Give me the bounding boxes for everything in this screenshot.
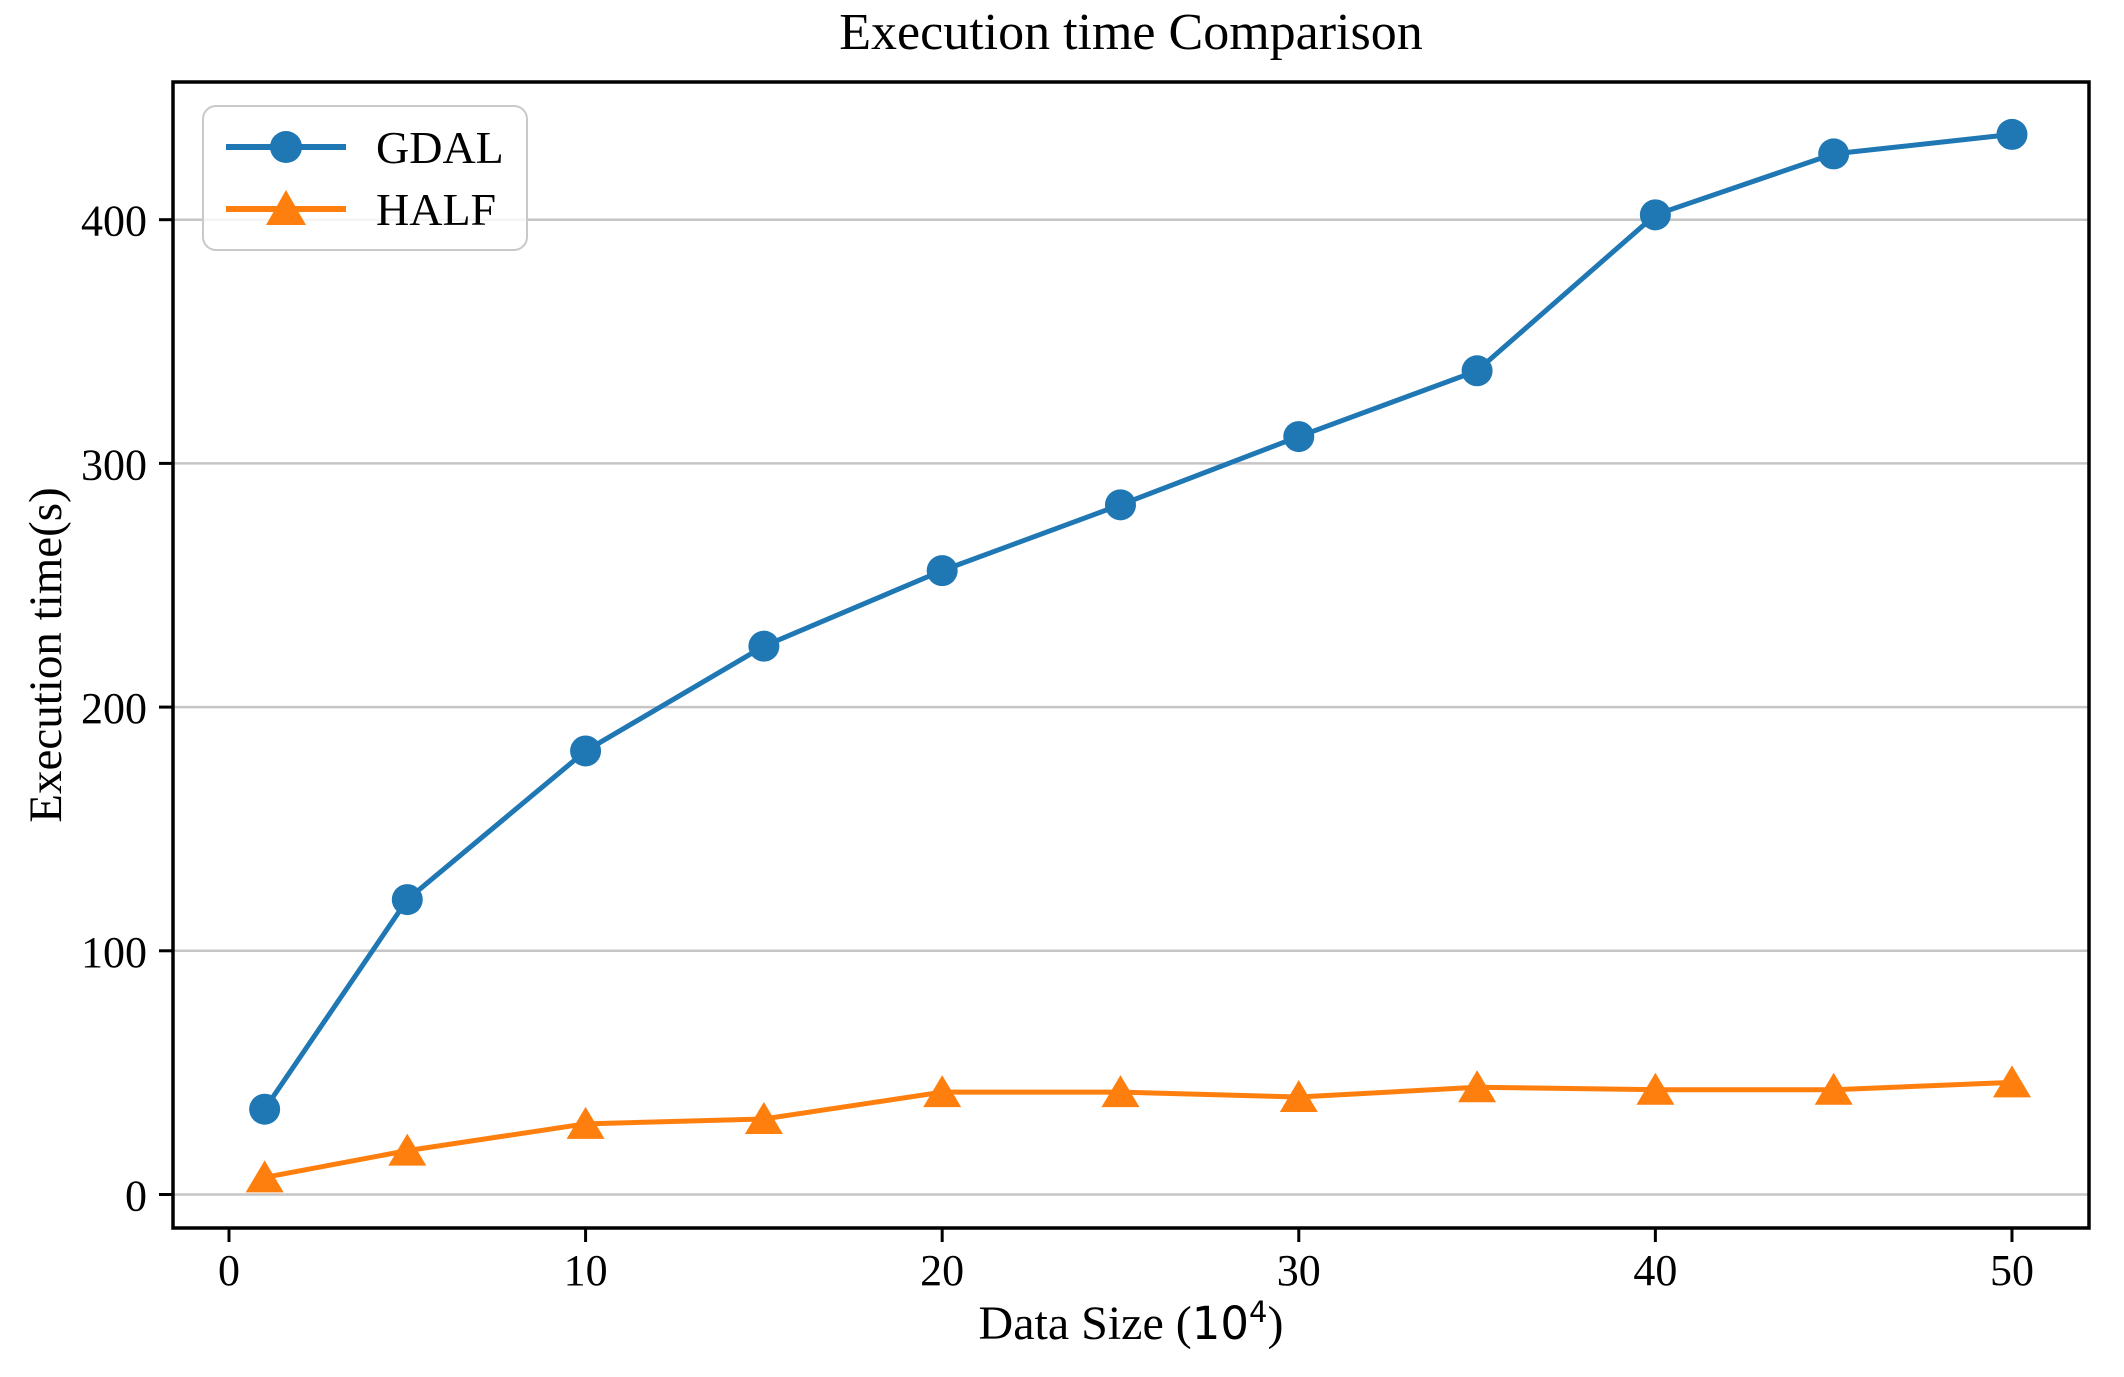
x-tick-label: 10 [564, 1246, 608, 1295]
data-point-marker-gdal [1639, 199, 1671, 231]
data-point-marker-half [1814, 1072, 1853, 1105]
data-point-marker-gdal [1818, 138, 1850, 170]
y-tick-label: 300 [81, 440, 147, 489]
x-tick-label: 30 [1277, 1246, 1321, 1295]
legend-label: HALF [376, 183, 497, 235]
triangle-marker-icon [266, 190, 306, 225]
x-axis-label-prefix: Data Size ( [978, 1297, 1192, 1350]
data-point-marker-gdal [1461, 355, 1493, 387]
circle-marker-icon [270, 131, 302, 163]
legend-swatch [226, 190, 346, 225]
y-axis-label: Execution time(s) [20, 487, 72, 823]
y-tick-label: 200 [81, 684, 147, 733]
data-point-marker-half [744, 1101, 783, 1134]
data-point-marker-gdal [1104, 489, 1136, 521]
data-point-marker-half [1458, 1070, 1497, 1103]
chart-title: Execution time Comparison [839, 4, 1423, 61]
data-point-marker-half [388, 1133, 427, 1166]
legend-swatch [226, 131, 346, 163]
legend-item-half: HALF [220, 179, 504, 239]
series-line-gdal [262, 131, 2015, 1112]
data-point-marker-half [1101, 1075, 1140, 1108]
legend-item-gdal: GDAL [220, 117, 504, 177]
data-point-marker-half [1636, 1072, 1675, 1105]
y-tick-label: 100 [81, 928, 147, 977]
data-point-marker-gdal [391, 884, 423, 916]
y-tick-label: 400 [81, 197, 147, 246]
axes-spines [171, 80, 2091, 1230]
x-axis-label: Data Size (104) [173, 1295, 2089, 1351]
data-point-marker-gdal [249, 1093, 281, 1125]
legend-label: GDAL [376, 121, 504, 173]
x-tick-label: 20 [920, 1246, 964, 1295]
data-point-marker-gdal [570, 735, 602, 767]
data-point-marker-half [1279, 1080, 1318, 1113]
data-point-marker-gdal [1996, 118, 2028, 150]
data-point-marker-half [1992, 1065, 2031, 1098]
x-axis-label-exponent: 4 [1249, 1295, 1268, 1329]
series-line-half [262, 1079, 2015, 1180]
x-axis-label-base: 10 [1191, 1297, 1250, 1350]
legend: GDAL HALF [202, 105, 528, 251]
data-point-marker-gdal [926, 555, 958, 587]
x-axis-label-suffix: ) [1267, 1297, 1284, 1350]
data-point-marker-half [566, 1106, 605, 1139]
data-point-marker-gdal [748, 630, 780, 662]
y-tick-label: 0 [125, 1171, 147, 1220]
data-point-marker-half [245, 1160, 284, 1193]
x-tick-label: 50 [1990, 1246, 2034, 1295]
data-point-marker-gdal [1283, 421, 1315, 453]
x-tick-label: 0 [218, 1246, 240, 1295]
data-point-marker-half [923, 1075, 962, 1108]
x-tick-label: 40 [1633, 1246, 1677, 1295]
